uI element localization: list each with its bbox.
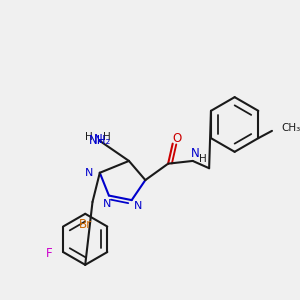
Text: N: N: [85, 168, 93, 178]
Text: H: H: [85, 132, 93, 142]
Text: CH₃: CH₃: [281, 123, 300, 133]
Text: O: O: [172, 132, 182, 145]
Text: H: H: [103, 132, 111, 142]
Text: N: N: [191, 147, 200, 160]
Text: NH₂: NH₂: [89, 134, 111, 147]
Text: H: H: [199, 154, 207, 164]
Text: F: F: [46, 248, 52, 260]
Text: N: N: [134, 202, 142, 212]
Text: N: N: [94, 133, 102, 146]
Text: Br: Br: [79, 218, 92, 231]
Text: N: N: [103, 199, 111, 209]
